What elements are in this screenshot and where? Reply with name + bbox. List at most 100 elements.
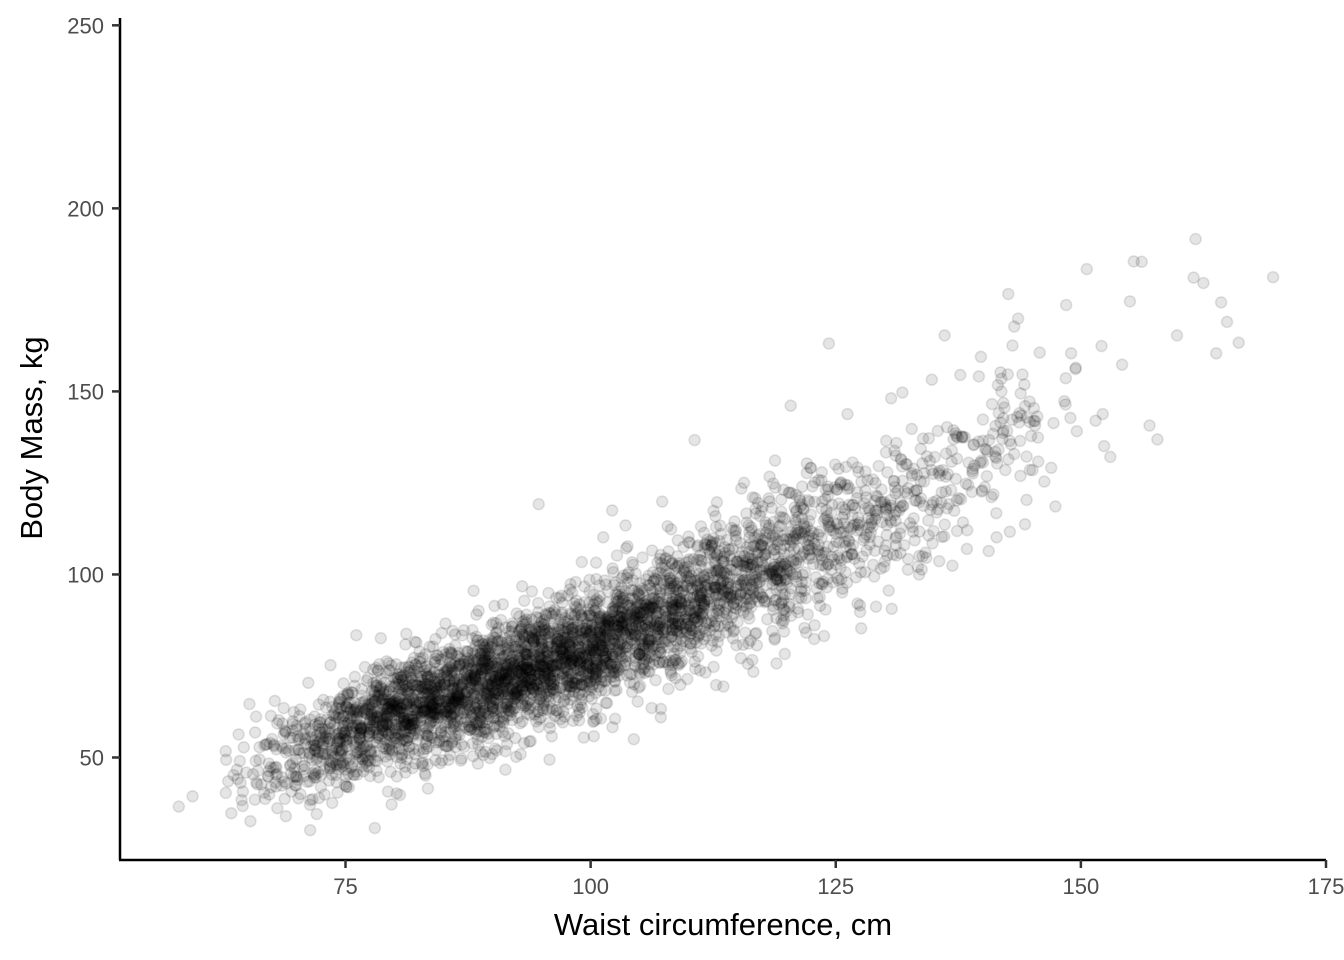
data-point — [470, 630, 483, 644]
data-point — [564, 577, 577, 591]
data-point — [310, 729, 324, 742]
data-point — [655, 495, 669, 508]
data-point — [543, 753, 556, 767]
data-point — [626, 558, 640, 572]
data-point — [1044, 461, 1058, 475]
data-point — [313, 727, 327, 741]
data-point — [399, 683, 413, 696]
data-point — [1018, 517, 1032, 531]
data-point — [270, 742, 283, 756]
data-point — [353, 732, 367, 745]
data-point — [284, 766, 298, 780]
data-point — [499, 697, 512, 710]
data-point — [270, 717, 284, 730]
data-point — [347, 705, 360, 719]
data-point — [730, 638, 743, 652]
data-point — [531, 605, 545, 619]
data-point — [842, 481, 856, 495]
y-tick-label: 50 — [80, 745, 104, 770]
data-point — [279, 746, 293, 759]
data-point — [340, 700, 354, 713]
data-point — [1023, 395, 1036, 408]
data-point — [960, 523, 974, 537]
data-point — [1064, 411, 1077, 425]
data-point — [501, 726, 515, 740]
data-point — [1023, 415, 1037, 429]
data-point — [817, 629, 831, 643]
data-point — [935, 530, 949, 544]
data-point — [509, 640, 523, 653]
data-point — [348, 726, 362, 740]
data-point — [1170, 329, 1184, 342]
data-point — [341, 757, 355, 770]
data-point — [979, 443, 993, 457]
data-point — [1089, 414, 1102, 428]
data-point — [261, 770, 275, 783]
data-point — [365, 697, 379, 711]
data-point — [933, 464, 946, 478]
data-point — [332, 711, 345, 725]
data-point — [365, 706, 379, 720]
data-point — [419, 735, 433, 749]
data-point — [360, 722, 373, 735]
data-point — [783, 532, 797, 546]
data-point — [331, 763, 345, 776]
data-point — [542, 606, 556, 620]
data-point — [1002, 452, 1015, 466]
data-point — [602, 617, 616, 631]
data-point — [745, 653, 759, 667]
data-point — [370, 764, 383, 778]
data-point — [335, 744, 349, 757]
data-point — [330, 741, 344, 754]
data-point — [304, 730, 318, 744]
data-point — [375, 726, 389, 740]
data-point — [503, 629, 517, 643]
data-point — [275, 779, 289, 792]
data-point — [608, 712, 622, 726]
data-point — [359, 702, 372, 716]
data-point — [248, 793, 262, 807]
data-point — [297, 769, 311, 783]
data-point — [260, 737, 274, 751]
y-tick-label: 200 — [67, 196, 104, 221]
data-point — [262, 788, 276, 801]
data-point — [1209, 346, 1223, 360]
data-point — [326, 708, 340, 722]
data-point — [499, 763, 512, 777]
data-point — [421, 695, 435, 709]
data-point — [328, 717, 341, 731]
data-point — [330, 758, 343, 772]
data-point — [284, 758, 297, 772]
data-point — [339, 751, 353, 765]
data-point — [308, 718, 322, 731]
data-point — [1197, 276, 1210, 290]
data-point — [958, 430, 972, 444]
data-point — [628, 592, 641, 606]
data-point — [358, 694, 372, 708]
data-point — [811, 591, 824, 605]
data-point — [298, 722, 312, 736]
data-point — [916, 457, 929, 470]
data-point — [707, 504, 720, 518]
data-point — [795, 527, 809, 540]
data-point — [901, 563, 915, 577]
data-point — [852, 465, 865, 479]
data-point — [333, 732, 346, 745]
data-point — [990, 457, 1004, 470]
data-point — [961, 478, 975, 492]
data-point — [350, 708, 363, 721]
data-point — [333, 746, 347, 760]
data-point — [1189, 232, 1202, 246]
data-point — [885, 602, 899, 616]
data-point — [418, 767, 432, 780]
data-point — [474, 647, 488, 660]
data-point — [385, 798, 398, 811]
data-point — [341, 701, 355, 715]
data-point — [338, 728, 352, 742]
data-point — [853, 605, 867, 619]
data-point — [606, 661, 620, 675]
data-point — [291, 743, 305, 757]
data-point — [332, 695, 346, 709]
data-point — [694, 637, 708, 651]
data-point — [339, 724, 353, 738]
